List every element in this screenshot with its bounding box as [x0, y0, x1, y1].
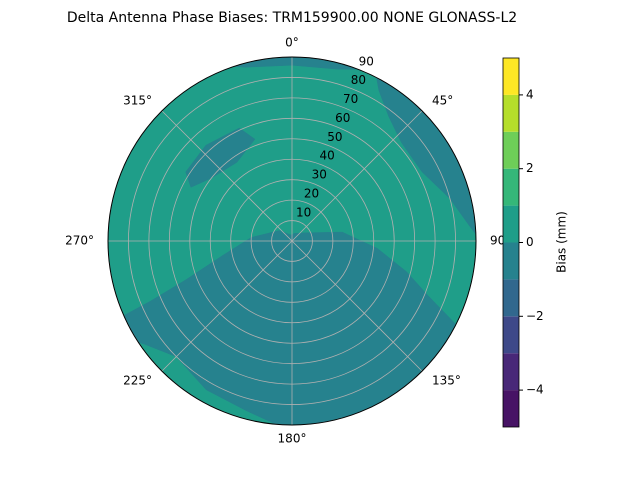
radial-tick-label: 70: [343, 92, 358, 106]
colorbar-tick-label: 4: [526, 87, 534, 101]
colorbar-band: [503, 242, 519, 280]
radial-tick-label: 90: [359, 54, 374, 68]
angular-grid-line: [291, 240, 423, 372]
angular-grid-line: [161, 240, 293, 372]
angular-tick-label: 315°: [123, 93, 152, 107]
angular-grid-line: [291, 110, 423, 242]
chart-title: Delta Antenna Phase Biases: TRM159900.00…: [67, 10, 517, 26]
colorbar-tick-label: 0: [526, 235, 534, 249]
radial-tick-label: 10: [296, 205, 311, 219]
angular-tick-label: 270°: [65, 234, 94, 248]
colorbar-band: [503, 168, 519, 206]
radial-tick-label: 80: [351, 73, 366, 87]
colorbar-label: Bias (mm): [555, 211, 569, 273]
angular-tick-label: 180°: [278, 432, 307, 446]
polar-frame: [107, 56, 477, 426]
contour-region: [185, 127, 256, 188]
colorbar-band: [503, 316, 519, 354]
angular-grid-line: [161, 110, 293, 242]
colorbar-band: [503, 390, 519, 427]
colorbar-band: [503, 94, 519, 132]
angular-tick-label: 0°: [285, 36, 299, 50]
radial-tick-label: 60: [335, 111, 350, 125]
colorbar-band: [503, 279, 519, 317]
radial-tick-label: 40: [319, 149, 334, 163]
colorbar-band: [503, 205, 519, 243]
overlay: 0°45°90°135°180°225°270°315°102030405060…: [65, 36, 544, 446]
angular-tick-label: 225°: [123, 374, 152, 388]
plot-area: [108, 57, 476, 425]
radial-tick-label: 20: [304, 186, 319, 200]
colorbar-tick-label: 2: [526, 161, 534, 175]
colorbar-tick-label: −2: [526, 309, 544, 323]
radial-tick-label: 50: [327, 130, 342, 144]
colorbar-band: [503, 58, 519, 95]
colorbar-band: [503, 353, 519, 391]
angular-tick-label: 45°: [432, 93, 453, 107]
colorbar-band: [503, 131, 519, 169]
angular-tick-label: 135°: [432, 374, 461, 388]
colorbar-tick-label: −4: [526, 383, 544, 397]
radial-tick-label: 30: [312, 168, 327, 182]
